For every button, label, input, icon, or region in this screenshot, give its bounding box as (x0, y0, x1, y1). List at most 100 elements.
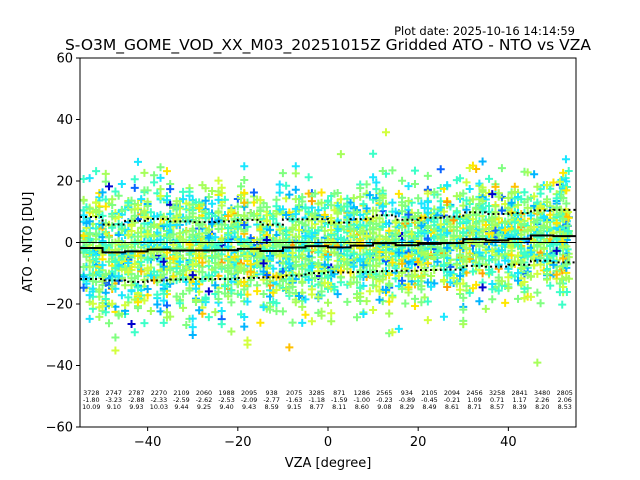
scatter-point (362, 204, 371, 213)
scatter-point (104, 319, 113, 328)
scatter-point (317, 243, 326, 252)
x-tick-label: −20 (224, 435, 251, 450)
scatter-point (256, 196, 265, 205)
scatter-point (204, 225, 213, 234)
scatter-point (188, 323, 197, 332)
scatter-point (333, 290, 342, 299)
scatter-point (162, 308, 171, 317)
bin-std-label: 10.09 (82, 403, 100, 411)
scatter-point (333, 209, 342, 218)
scatter-point (307, 197, 316, 206)
scatter-point (95, 285, 104, 294)
scatter-point (211, 233, 220, 242)
bin-std-label: 8.59 (265, 403, 279, 411)
scatter-point (130, 183, 139, 192)
scatter-point (243, 252, 252, 261)
scatter-point (98, 188, 107, 197)
scatter-point (317, 311, 326, 320)
scatter-point (169, 230, 178, 239)
scatter-points (80, 128, 574, 367)
scatter-point (349, 208, 358, 217)
scatter-point (130, 211, 139, 220)
scatter-point (114, 310, 123, 319)
scatter-point (217, 183, 226, 192)
scatter-point (188, 314, 197, 323)
scatter-point (146, 208, 155, 217)
scatter-point (311, 209, 320, 218)
scatter-point (362, 297, 371, 306)
scatter-point (101, 294, 110, 303)
scatter-point (314, 248, 323, 257)
scatter-point (224, 266, 233, 275)
scatter-point (211, 253, 220, 262)
scatter-point (214, 216, 223, 225)
scatter-point (204, 287, 213, 296)
scatter-point (320, 210, 329, 219)
scatter-point (240, 211, 249, 220)
scatter-point (101, 202, 110, 211)
scatter-point (114, 272, 123, 281)
scatter-point (240, 188, 249, 197)
scatter-point (285, 190, 294, 199)
scatter-point (269, 214, 278, 223)
scatter-point (121, 301, 130, 310)
scatter-point (343, 297, 352, 306)
scatter-point (162, 196, 171, 205)
scatter-point (259, 290, 268, 299)
scatter-point (356, 266, 365, 275)
scatter-point (185, 187, 194, 196)
scatter-point (259, 267, 268, 276)
y-axis-label: ATO - NTO [DU] (21, 192, 36, 293)
scatter-point (365, 287, 374, 296)
scatter-point (314, 226, 323, 235)
scatter-point (159, 289, 168, 298)
scatter-point (211, 308, 220, 317)
scatter-point (227, 298, 236, 307)
scatter-point (133, 283, 142, 292)
scatter-point (336, 266, 345, 275)
scatter-point (362, 267, 371, 276)
scatter-point (349, 262, 358, 271)
scatter-point (156, 273, 165, 282)
scatter-point (185, 286, 194, 295)
scatter-point (150, 171, 159, 180)
scatter-point (304, 275, 313, 284)
scatter-point (214, 260, 223, 269)
scatter-point (356, 184, 365, 193)
scatter-point (275, 281, 284, 290)
scatter-point (301, 254, 310, 263)
scatter-point (240, 162, 249, 171)
scatter-point (240, 322, 249, 331)
scatter-point (140, 319, 149, 328)
scatter-point (282, 226, 291, 235)
scatter-point (256, 318, 265, 327)
bin-std-label: 9.15 (287, 403, 301, 411)
scatter-point (143, 284, 152, 293)
scatter-point (146, 307, 155, 316)
x-axis-label: VZA [degree] (285, 456, 372, 471)
scatter-point (188, 331, 197, 340)
scatter-point (179, 289, 188, 298)
scatter-point (237, 263, 246, 272)
scatter-point (240, 198, 249, 207)
bin-std-label: 9.93 (129, 403, 143, 411)
scatter-point (114, 237, 123, 246)
x-tick-label: 0 (324, 435, 332, 450)
scatter-point (156, 173, 165, 182)
scatter-point (343, 251, 352, 260)
bin-std-label: 9.43 (242, 403, 256, 411)
scatter-point (240, 312, 249, 321)
scatter-point (346, 279, 355, 288)
scatter-point (162, 301, 171, 310)
bin-std-label: 9.44 (174, 403, 188, 411)
scatter-point (166, 210, 175, 219)
scatter-point (324, 252, 332, 261)
scatter-point (356, 283, 365, 292)
scatter-point (169, 255, 178, 264)
scatter-point (101, 270, 110, 279)
scatter-point (214, 294, 223, 303)
scatter-point (208, 199, 217, 208)
scatter-point (324, 196, 332, 205)
scatter-point (240, 220, 249, 229)
chart-title: S-O3M_GOME_VOD_XX_M03_20251015Z Gridded … (65, 36, 591, 55)
